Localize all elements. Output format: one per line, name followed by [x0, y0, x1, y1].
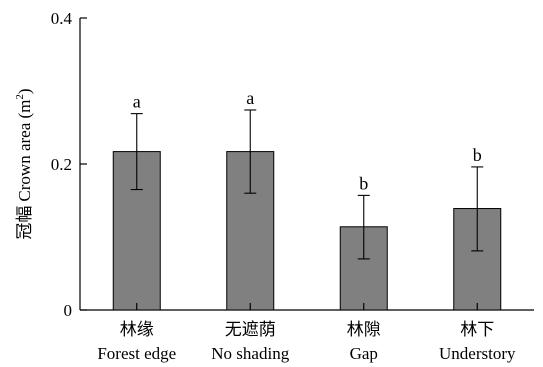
y-tick-label: 0.2 [51, 155, 72, 174]
category-label-en: Understory [439, 344, 516, 363]
category-label-cn: 林隙 [347, 320, 381, 339]
significance-letter: b [359, 173, 368, 193]
bars [112, 151, 502, 311]
category-label-cn: 林缘 [120, 320, 154, 339]
y-axis-label-sup: 2 [14, 94, 26, 100]
y-tick-label: 0 [64, 301, 73, 320]
significance-letter: a [133, 92, 141, 112]
y-tick-label: 0.4 [51, 9, 73, 28]
y-axis-label: 冠幅 Crown area (m2) [14, 88, 34, 239]
category-label-en: Gap [350, 344, 378, 363]
significance-letters: a a b b [133, 88, 482, 193]
significance-letter: b [473, 145, 482, 165]
category-label-en: Forest edge [97, 344, 176, 363]
y-ticks: 0 0.2 0.4 [51, 9, 87, 320]
significance-letter: a [246, 88, 254, 108]
y-axis-label-close: ) [15, 88, 34, 94]
x-category-labels: 林缘 Forest edge 无遮荫 No shading 林隙 Gap 林下 Underst… [97, 303, 516, 363]
y-axis-label-en: Crown area (m [15, 100, 34, 202]
category-label-cn: 无遮荫 [225, 320, 276, 339]
y-axis-label-cn: 冠幅 [15, 206, 34, 240]
error-bars [130, 109, 484, 260]
category-label-cn: 林下 [460, 320, 494, 339]
category-label-en: No shading [211, 344, 289, 363]
